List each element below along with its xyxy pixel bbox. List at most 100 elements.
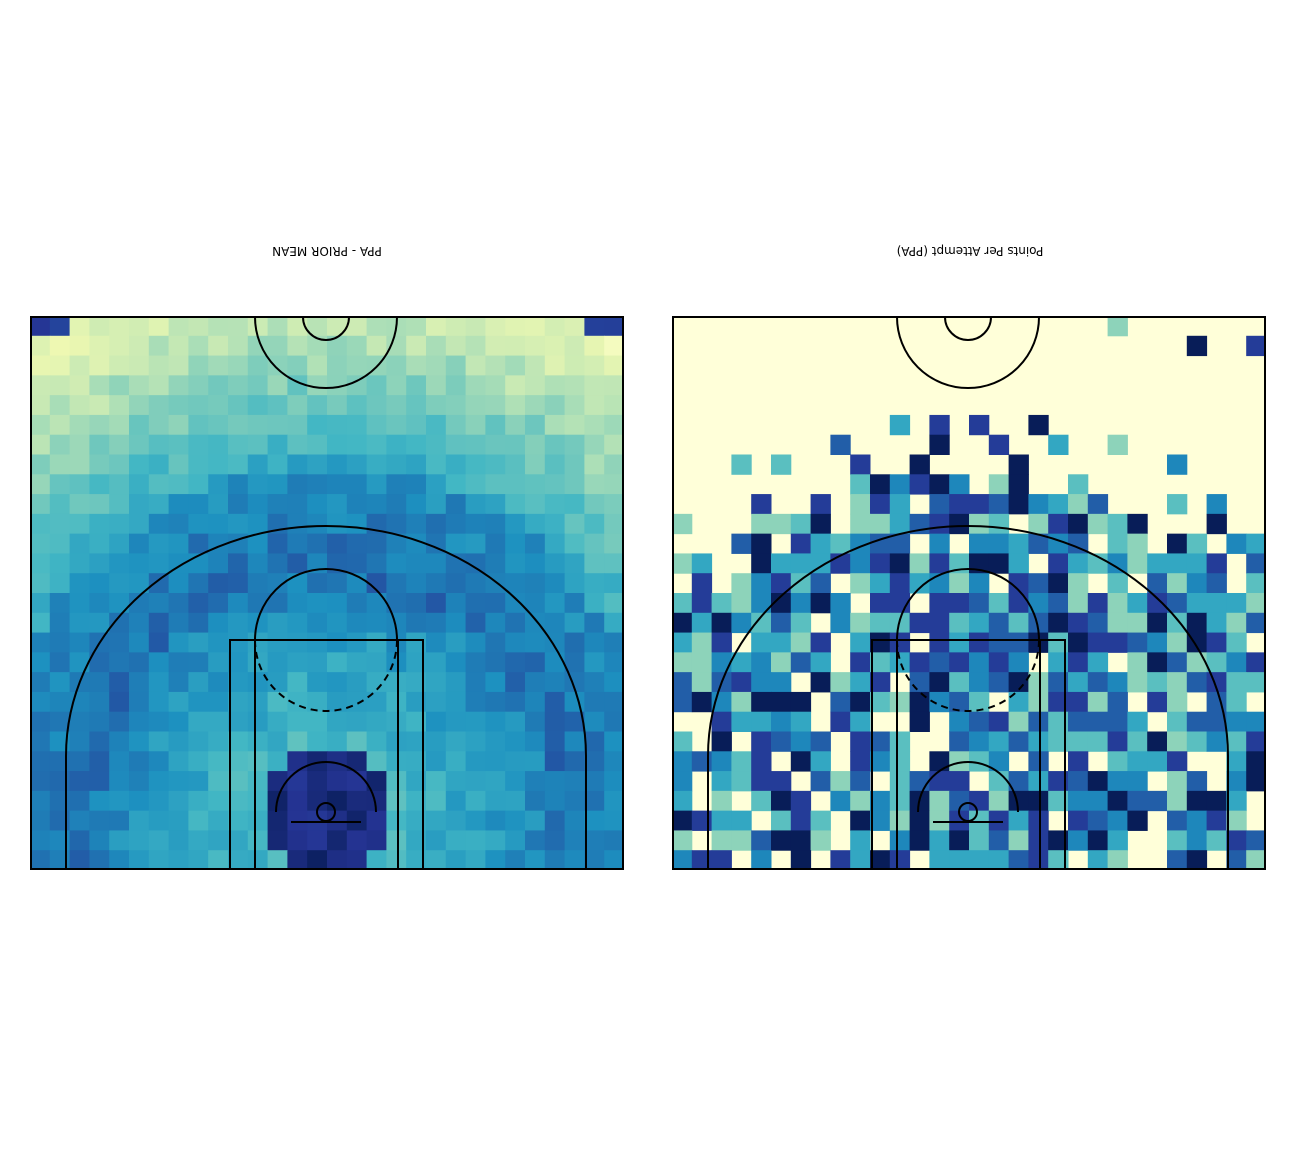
heatmap-cell: [1028, 731, 1049, 752]
heatmap-cell: [1107, 711, 1128, 732]
heatmap-cell: [208, 612, 229, 634]
heatmap-cell: [287, 355, 308, 376]
lane-inner: [254, 639, 399, 870]
heatmap-cell: [69, 652, 90, 673]
heatmap-cell: [247, 830, 269, 851]
heatmap-cell: [604, 513, 624, 535]
heatmap-cell: [49, 533, 71, 554]
heatmap-cell: [89, 731, 110, 752]
heatmap-cell: [228, 612, 249, 634]
heatmap-cell: [1226, 711, 1247, 732]
heatmap-cell: [544, 494, 566, 515]
heatmap-cell: [129, 691, 150, 713]
heatmap-cell: [30, 612, 51, 634]
heatmap-cell: [790, 810, 812, 831]
heatmap-cell: [287, 830, 308, 851]
heatmap-cell: [969, 691, 990, 713]
heatmap-cell: [386, 731, 407, 752]
heatmap-cell: [465, 395, 486, 416]
heatmap-cell: [1028, 533, 1049, 554]
heatmap-cell: [1167, 593, 1188, 614]
heatmap-cell: [525, 414, 546, 436]
heatmap-cell: [604, 691, 624, 713]
heatmap-cell: [830, 533, 851, 554]
heatmap-cell: [109, 632, 130, 653]
heatmap-cell: [109, 731, 130, 752]
heatmap-cell: [89, 751, 110, 772]
heatmap-cell: [751, 612, 772, 634]
heatmap-cell: [1147, 751, 1168, 772]
heatmap-cell: [1048, 553, 1069, 574]
heatmap-cell: [69, 494, 90, 515]
heatmap-cell: [287, 474, 308, 495]
heatmap-cell: [870, 494, 891, 515]
heatmap-cell: [604, 553, 624, 574]
heatmap-cell: [168, 810, 189, 831]
heatmap-cell: [69, 751, 90, 772]
heatmap-cell: [751, 672, 772, 693]
heatmap-cell: [505, 494, 526, 515]
heatmap-cell: [1206, 553, 1227, 574]
heatmap-cell: [672, 652, 693, 673]
heatmap-cell: [49, 553, 71, 574]
heatmap-cell: [988, 612, 1010, 634]
heatmap-cell: [247, 573, 269, 594]
heatmap-cell: [485, 612, 506, 634]
heatmap-cell: [188, 652, 209, 673]
heatmap-cell: [30, 375, 51, 396]
heatmap-cell: [445, 731, 467, 752]
heatmap-cell: [228, 711, 249, 732]
heatmap-cell: [1206, 652, 1227, 673]
heatmap-cell: [69, 810, 90, 831]
heatmap-cell: [465, 771, 486, 792]
heatmap-cell: [1028, 414, 1049, 436]
heatmap-cell: [544, 414, 566, 436]
heatmap-cell: [711, 830, 732, 851]
heatmap-cell: [366, 790, 387, 812]
heatmap-cell: [711, 652, 732, 673]
heatmap-cell: [485, 375, 506, 396]
heatmap-cell: [30, 474, 51, 495]
heatmap-cell: [505, 691, 526, 713]
heatmap-cell: [346, 711, 368, 732]
heatmap-cell: [465, 751, 486, 772]
heatmap-cell: [1226, 652, 1247, 673]
left-chart-title: PPA - PRIOR MEAN: [272, 244, 382, 258]
heatmap-cell: [889, 414, 911, 436]
heatmap-cell: [366, 414, 387, 436]
heatmap-cell: [129, 612, 150, 634]
heatmap-cell: [30, 533, 51, 554]
heatmap-cell: [228, 632, 249, 653]
heatmap-cell: [445, 632, 467, 653]
heatmap-cell: [49, 672, 71, 693]
heatmap-cell: [929, 632, 950, 653]
heatmap-cell: [584, 434, 605, 455]
heatmap-cell: [1048, 494, 1069, 515]
heatmap-cell: [850, 513, 871, 535]
heatmap-cell: [505, 316, 526, 337]
heatmap-cell: [691, 553, 713, 574]
heatmap-cell: [89, 830, 110, 851]
heatmap-cell: [346, 474, 368, 495]
heatmap-cell: [267, 691, 288, 713]
heatmap-cell: [505, 434, 526, 455]
heatmap-cell: [1206, 632, 1227, 653]
heatmap-cell: [544, 533, 566, 554]
heatmap-cell: [188, 355, 209, 376]
heatmap-cell: [584, 513, 605, 535]
heatmap-cell: [287, 810, 308, 831]
heatmap-cell: [584, 711, 605, 732]
heatmap-cell: [1068, 612, 1089, 634]
three-point-line: [65, 525, 587, 870]
heatmap-cell: [287, 513, 308, 535]
heatmap-cell: [69, 375, 90, 396]
heatmap-cell: [790, 533, 812, 554]
heatmap-cell: [1068, 632, 1089, 653]
heatmap-cell: [307, 830, 328, 851]
heatmap-cell: [505, 790, 526, 812]
heatmap-cell: [465, 711, 486, 732]
heatmap-cell: [1087, 810, 1109, 831]
heatmap-cell: [1028, 850, 1049, 870]
heatmap-cell: [30, 454, 51, 475]
heatmap-cell: [604, 593, 624, 614]
